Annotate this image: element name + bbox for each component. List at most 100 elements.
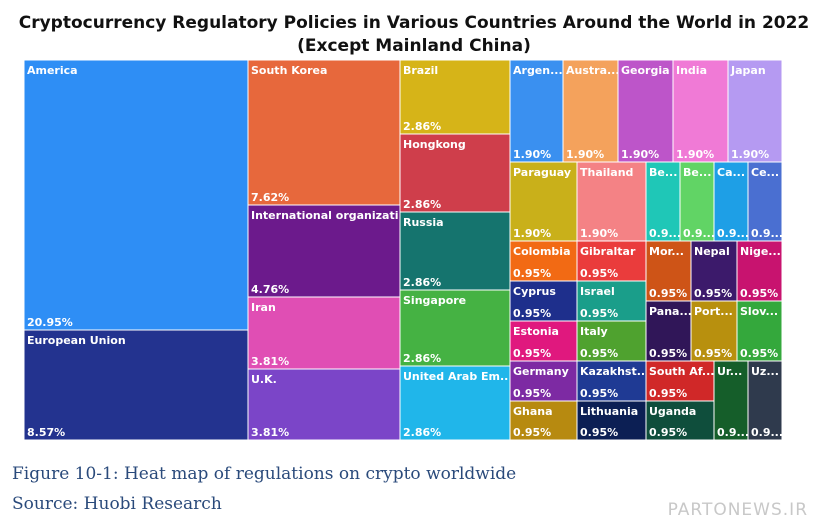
tile-value-label: 0.95% <box>649 426 687 439</box>
figure-caption: Figure 10-1: Heat map of regulations on … <box>12 464 517 484</box>
tile-label: Uz... <box>751 365 779 378</box>
tile-rect <box>247 59 401 206</box>
tile-label: Ghana <box>513 405 553 418</box>
tile-rect <box>747 161 783 242</box>
tile-value-label: 1.90% <box>676 148 714 161</box>
treemap-tile-paraguay-16: Paraguay 1.90% <box>509 161 578 242</box>
tile-rect <box>747 360 783 441</box>
tile-value-label: 1.90% <box>731 148 769 161</box>
tile-rect <box>23 329 249 441</box>
treemap-tile-lithuania-40: Lithuania 0.95% <box>576 400 647 441</box>
tile-rect <box>509 400 578 441</box>
tile-rect <box>617 59 674 163</box>
tile-rect <box>645 360 715 402</box>
tile-label: Georgia <box>621 64 670 77</box>
treemap-tile-gibraltar-23: Gibraltar 0.95% <box>576 240 647 282</box>
tile-value-label: 0.95% <box>580 426 618 439</box>
tile-label: Cyprus <box>513 285 556 298</box>
tile-value-label: 7.62% <box>251 191 289 204</box>
tile-value-label: 2.86% <box>403 426 441 439</box>
tile-value-label: 3.81% <box>251 426 289 439</box>
tile-label: Thailand <box>580 166 633 179</box>
tile-label: Colombia <box>513 245 571 258</box>
tile-value-label: 1.90% <box>513 148 551 161</box>
tile-value-label: 0.95% <box>694 347 732 360</box>
chart-subtitle: (Except Mainland China) <box>297 36 531 56</box>
tile-label: Nepal <box>694 245 730 258</box>
tile-rect <box>713 161 749 242</box>
tile-label: Italy <box>580 325 608 338</box>
tile-label: Slov... <box>740 305 778 318</box>
tile-value-label: 0.95% <box>513 307 551 320</box>
treemap-tile-america-0: America 20.95% <box>23 59 249 331</box>
treemap-tile-cyprus-27: Cyprus 0.95% <box>509 280 578 322</box>
tile-value-label: 8.57% <box>27 426 65 439</box>
tile-label: Ca... <box>717 166 745 179</box>
tile-label: Gibraltar <box>580 245 636 258</box>
tile-value-label: 1.90% <box>513 227 551 240</box>
tile-value-label: 0.9... <box>751 227 783 240</box>
tile-label: European Union <box>27 334 126 347</box>
treemap-tile-brazil-6: Brazil 2.86% <box>399 59 511 135</box>
tile-label: International organizati... <box>251 209 411 222</box>
treemap-tile-ur-37: Ur... 0.9... <box>713 360 749 441</box>
treemap-tile-kazakhst-35: Kazakhst... 0.95% <box>576 360 649 402</box>
tile-label: Iran <box>251 301 276 314</box>
tile-rect <box>736 240 783 302</box>
tile-rect <box>672 59 729 163</box>
treemap-tile-port-30: Port... 0.95% <box>690 300 738 362</box>
tile-rect <box>399 59 511 135</box>
tile-rect <box>23 59 249 331</box>
treemap-tile-ca-20: Ca... 0.9... <box>713 161 749 242</box>
treemap-tile-austra-12: Austra... 1.90% <box>562 59 620 163</box>
tile-rect <box>727 59 783 163</box>
treemap-tile-united-arab-em-10: United Arab Em... 2.86% <box>399 365 513 441</box>
treemap-tile-south-af-36: South Af... 0.95% <box>645 360 715 402</box>
treemap-tile-be-18: Be... 0.9... <box>645 161 681 242</box>
treemap-tile-nepal-25: Nepal 0.95% <box>690 240 738 302</box>
treemap-tile-japan-15: Japan 1.90% <box>727 59 783 163</box>
tile-value-label: 2.86% <box>403 198 441 211</box>
tile-value-label: 4.76% <box>251 283 289 296</box>
tile-value-label: 1.90% <box>621 148 659 161</box>
tile-label: Argen... <box>513 64 563 77</box>
chart-title: Cryptocurrency Regulatory Policies in Va… <box>18 13 810 33</box>
tile-label: Be... <box>683 166 711 179</box>
treemap-tile-international-organizati-3: International organizati... 4.76% <box>247 204 411 298</box>
tile-label: Be... <box>649 166 677 179</box>
tile-value-label: 0.95% <box>580 347 618 360</box>
tile-label: Estonia <box>513 325 559 338</box>
treemap-tile-germany-34: Germany 0.95% <box>509 360 578 402</box>
treemap-tile-ce-21: Ce... 0.9... <box>747 161 783 242</box>
tile-rect <box>247 296 401 370</box>
tile-label: Austra... <box>566 64 620 77</box>
tile-rect <box>509 280 578 322</box>
treemap-tile-pana-29: Pana... 0.95% <box>645 300 692 362</box>
tile-label: Paraguay <box>513 166 571 179</box>
treemap-tile-argen-11: Argen... 1.90% <box>509 59 564 163</box>
treemap-tile-nige-26: Nige... 0.95% <box>736 240 783 302</box>
tile-label: U.K. <box>251 373 277 386</box>
tile-rect <box>399 133 511 213</box>
tile-value-label: 0.95% <box>513 426 551 439</box>
tile-rect <box>736 300 783 362</box>
tile-label: Nige... <box>740 245 781 258</box>
tile-rect <box>690 240 738 302</box>
tile-value-label: 0.9... <box>717 227 749 240</box>
tile-rect <box>576 400 647 441</box>
tile-value-label: 0.95% <box>513 267 551 280</box>
tile-value-label: 0.9... <box>683 227 715 240</box>
tile-label: Germany <box>513 365 569 378</box>
tile-label: United Arab Em... <box>403 370 513 383</box>
tile-value-label: 2.86% <box>403 352 441 365</box>
tile-label: India <box>676 64 707 77</box>
tile-value-label: 0.95% <box>513 387 551 400</box>
tile-label: Lithuania <box>580 405 638 418</box>
tile-value-label: 0.9... <box>751 426 783 439</box>
tile-value-label: 2.86% <box>403 276 441 289</box>
treemap-tile-european-union-1: European Union 8.57% <box>23 329 249 441</box>
treemap-tile-south-korea-2: South Korea 7.62% <box>247 59 401 206</box>
tile-value-label: 1.90% <box>566 148 604 161</box>
tile-value-label: 0.95% <box>649 287 687 300</box>
